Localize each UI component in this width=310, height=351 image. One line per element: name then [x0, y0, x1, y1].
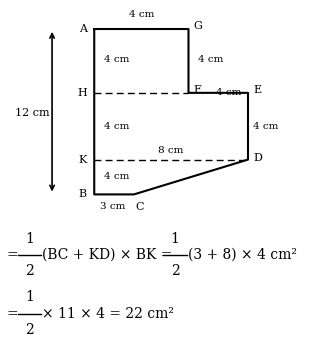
Text: 4 cm: 4 cm: [253, 122, 278, 131]
Text: (3 + 8) × 4 cm²: (3 + 8) × 4 cm²: [188, 248, 297, 262]
Text: F: F: [193, 85, 201, 95]
Text: 1: 1: [25, 232, 34, 246]
Text: 4 cm: 4 cm: [104, 122, 130, 131]
Text: B: B: [79, 190, 87, 199]
Text: 4 cm: 4 cm: [129, 10, 154, 19]
Text: 3 cm: 3 cm: [100, 202, 126, 211]
Text: 12 cm: 12 cm: [15, 108, 50, 118]
Text: 4 cm: 4 cm: [104, 172, 130, 181]
Text: × 11 × 4 = 22 cm²: × 11 × 4 = 22 cm²: [42, 307, 174, 321]
Text: C: C: [135, 202, 144, 212]
Text: 4 cm: 4 cm: [104, 55, 130, 64]
Text: 2: 2: [25, 323, 34, 337]
Text: K: K: [78, 154, 87, 165]
Text: G: G: [193, 21, 202, 31]
Text: =: =: [6, 307, 18, 321]
Text: (BC + KD) × BK =: (BC + KD) × BK =: [42, 248, 172, 262]
Text: 2: 2: [171, 264, 179, 278]
Text: 1: 1: [171, 232, 179, 246]
Text: D: D: [253, 153, 262, 163]
Text: 2: 2: [25, 264, 34, 278]
Text: 8 cm: 8 cm: [158, 146, 184, 155]
Text: 4 cm: 4 cm: [198, 55, 224, 64]
Text: A: A: [79, 24, 87, 34]
Text: =: =: [6, 248, 18, 262]
Text: E: E: [253, 85, 261, 95]
Text: H: H: [77, 88, 87, 98]
Text: 4 cm: 4 cm: [216, 88, 241, 97]
Text: 1: 1: [25, 290, 34, 304]
